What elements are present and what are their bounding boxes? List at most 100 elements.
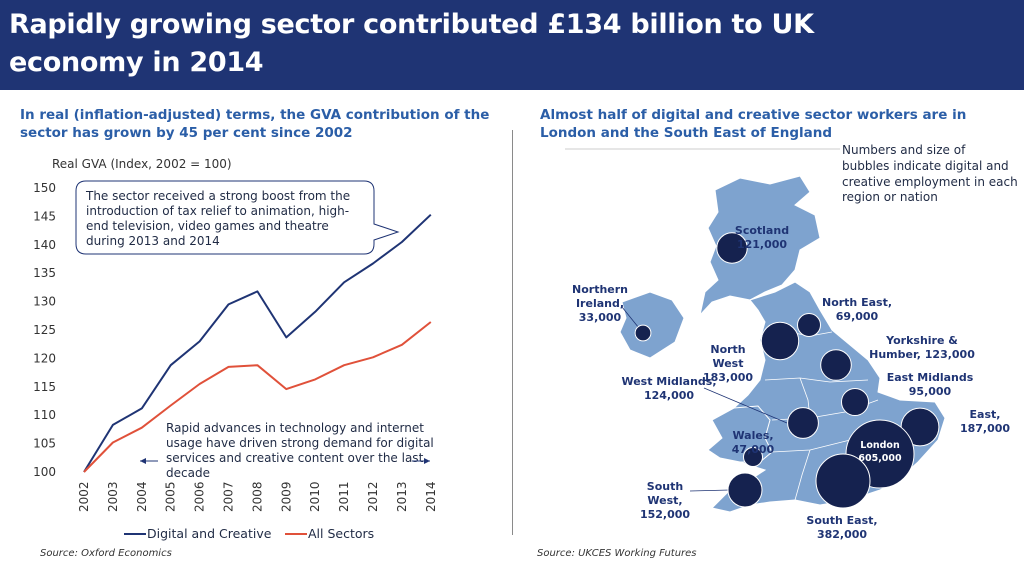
bottom-note-line-4: decade [166, 466, 210, 480]
boundary-southwest [794, 449, 811, 501]
y-tick-label: 125 [33, 323, 56, 337]
series-lines [83, 213, 432, 473]
label-west-midlands-value: 124,000 [644, 389, 694, 402]
scotland-shape [699, 175, 821, 317]
callout-line-4: during 2013 and 2014 [86, 234, 220, 248]
bottom-annotation: Rapid advances in technology and interne… [140, 421, 434, 480]
y-tick-label: 140 [33, 238, 56, 252]
label-ni-name-2: Ireland, [576, 297, 624, 310]
x-tick-label: 2008 [250, 481, 264, 512]
callout-box [75, 180, 400, 255]
series-line-all-sectors [83, 321, 432, 473]
y-tick-label: 110 [33, 408, 56, 422]
leader-west-midlands [703, 387, 788, 424]
label-north-east-name: North East, [822, 296, 892, 309]
label-south-west-name-1: South [647, 480, 683, 493]
legend-label-all-sectors: All Sectors [308, 526, 374, 541]
callout-line-1: The sector received a strong boost from … [85, 189, 350, 203]
label-north-west-value: 183,000 [703, 371, 753, 384]
label-south-west-value: 152,000 [640, 508, 690, 521]
x-tick-label: 2013 [395, 481, 409, 512]
label-south-east-value: 382,000 [817, 528, 867, 541]
panel-divider [512, 130, 513, 535]
callout-annotation: The sector received a strong boost from … [75, 180, 400, 255]
x-tick-label: 2011 [337, 481, 351, 512]
x-tick-label: 2002 [77, 481, 91, 512]
bubble-scotland [716, 232, 748, 264]
label-north-west-name-1: North [710, 343, 745, 356]
bottom-note-line-2: usage have driven strong demand for digi… [166, 436, 434, 450]
bubble-north-east [797, 313, 821, 337]
left-subtitle-line-2: sector has grown by 45 per cent since 20… [20, 125, 353, 141]
bubble-size-note: Numbers and size of bubbles indicate dig… [842, 143, 1018, 204]
x-tick-label: 2007 [222, 481, 236, 512]
y-tick-label: 120 [33, 351, 56, 365]
x-tick-label: 2009 [279, 481, 293, 512]
note-line-3: creative employment in each [842, 175, 1018, 189]
x-tick-label: 2010 [308, 481, 322, 512]
y-tick-label: 115 [33, 380, 56, 394]
x-tick-label: 2014 [424, 481, 438, 512]
callout-line-2: introduction of tax relief to animation,… [86, 204, 349, 218]
label-east-name: East, [970, 408, 1001, 421]
callout-line-3: end television, video games and theatre [86, 219, 329, 233]
label-north-east-value: 69,000 [836, 310, 879, 323]
x-axis-ticks: 2002 2003 2004 2005 2006 2007 2008 2009 2010 2011… [77, 481, 438, 512]
bubble-south-west [727, 472, 763, 508]
left-subtitle-line-1: In real (inflation-adjusted) terms, the … [20, 107, 490, 123]
x-tick-label: 2005 [164, 481, 178, 512]
label-north-west-name-2: West [712, 357, 743, 370]
region-bubbles [634, 232, 940, 509]
y-axis-ticks: 100 105 110 115 120 125 130 135 140 145 150 [33, 181, 56, 479]
label-yorkshire-name: Yorkshire & [885, 334, 958, 347]
x-tick-label: 2012 [366, 481, 380, 512]
y-tick-label: 100 [33, 465, 56, 479]
bubble-northern-ireland [634, 324, 652, 342]
left-source: Source: Oxford Economics [40, 548, 172, 559]
y-tick-label: 130 [33, 295, 56, 309]
bottom-note-line-1: Rapid advances in technology and interne… [166, 421, 424, 435]
bubble-north-west [760, 321, 800, 361]
left-subtitle: In real (inflation-adjusted) terms, the … [20, 106, 500, 142]
x-tick-label: 2006 [193, 481, 207, 512]
right-source: Source: UKCES Working Futures [537, 548, 697, 559]
boundary-midlands-north [764, 377, 869, 383]
x-tick-label: 2004 [135, 481, 149, 512]
x-tick-label: 2003 [106, 481, 120, 512]
bubble-west-midlands [787, 407, 819, 439]
page-title-line-1: Rapidly growing sector contributed £134 … [9, 9, 814, 40]
note-line-4: region or nation [842, 190, 938, 204]
bubble-south-east [815, 453, 871, 509]
region-labels: Scotland 121,000 Northern Ireland, 33,00… [572, 224, 1010, 541]
page-title-line-2: economy in 2014 [9, 47, 264, 78]
note-line-1: Numbers and size of [842, 143, 966, 157]
right-subtitle: Almost half of digital and creative sect… [540, 106, 980, 142]
y-axis-label: Real GVA (Index, 2002 = 100) [52, 157, 232, 171]
label-ni-value: 33,000 [579, 311, 622, 324]
y-tick-label: 145 [33, 209, 56, 223]
y-tick-label: 150 [33, 181, 56, 195]
bottom-note-line-3: services and creative content over the l… [166, 451, 424, 465]
bubble-yorkshire-humber [820, 349, 852, 381]
label-east-value: 187,000 [960, 422, 1010, 435]
bubble-east-midlands [841, 388, 869, 416]
title-banner: Rapidly growing sector contributed £134 … [0, 0, 1024, 90]
legend-label-digital: Digital and Creative [147, 526, 272, 541]
y-tick-label: 105 [33, 437, 56, 451]
right-subtitle-line-2: London and the South East of England [540, 125, 832, 141]
label-scotland-name: Scotland [735, 224, 789, 237]
label-wales-name: Wales, [732, 429, 773, 442]
y-tick-label: 135 [33, 266, 56, 280]
label-west-midlands-name: West Midlands, [621, 375, 716, 388]
chart-legend: Digital and Creative All Sectors [124, 526, 374, 541]
label-scotland-value: 121,000 [737, 238, 787, 251]
gva-line-chart: Real GVA (Index, 2002 = 100) 100 105 110 11… [33, 157, 438, 541]
label-london-name: London [860, 440, 900, 451]
label-south-west-name-2: West, [647, 494, 682, 507]
label-wales-value: 47,000 [732, 443, 775, 456]
note-line-2: bubbles indicate digital and [842, 159, 1009, 173]
label-east-midlands-name: East Midlands [887, 371, 974, 384]
label-ni-name-1: Northern [572, 283, 628, 296]
arrow-left-icon [140, 458, 146, 464]
